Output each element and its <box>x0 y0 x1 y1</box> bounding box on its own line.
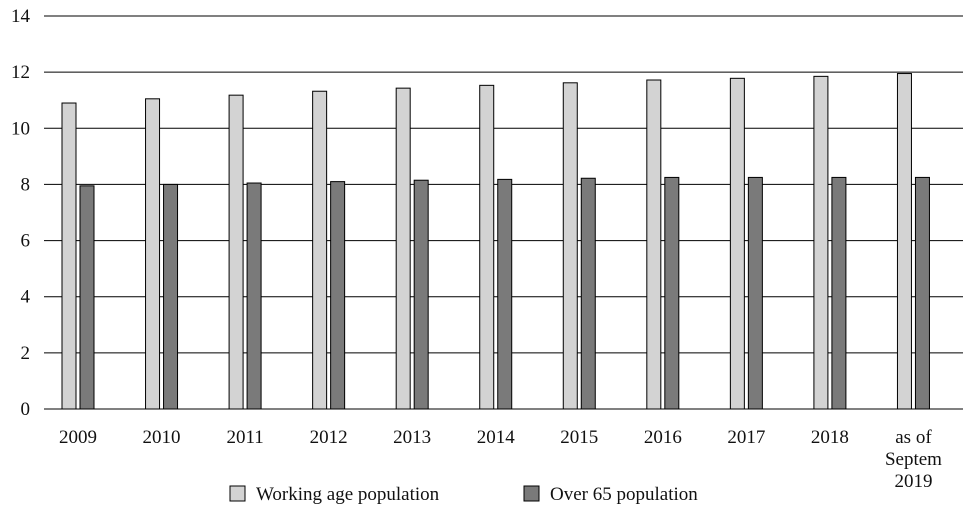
bar-over-65 <box>79 185 95 410</box>
bar-over-65 <box>831 176 847 410</box>
y-tick-label: 12 <box>11 62 30 83</box>
y-axis: 0 2 4 6 8 10 12 14 <box>11 6 31 420</box>
x-category-label: Septem <box>885 449 942 470</box>
y-tick-label: 14 <box>11 6 31 27</box>
legend-swatch <box>229 485 246 502</box>
bar-working-age <box>145 98 161 410</box>
legend: Working age population Over 65 population <box>229 484 698 505</box>
x-category-label: 2016 <box>644 427 682 448</box>
legend-label: Over 65 population <box>550 484 698 505</box>
x-category-label: 2019 <box>894 471 932 492</box>
x-category-label: 2015 <box>560 427 598 448</box>
bar-over-65 <box>580 177 596 410</box>
bar-working-age <box>312 90 328 410</box>
bar-working-age <box>896 73 912 410</box>
bar-over-65 <box>664 176 680 410</box>
x-category-label: 2013 <box>393 427 431 448</box>
x-axis: 2009 2010 2011 2012 2013 2014 2015 2016 2017 2018… <box>59 427 942 492</box>
bar-over-65 <box>914 176 930 410</box>
y-tick-label: 0 <box>21 399 31 420</box>
bar-over-65 <box>163 183 179 410</box>
y-tick-label: 8 <box>21 174 31 195</box>
x-category-label: 2010 <box>143 427 181 448</box>
y-tick-label: 4 <box>21 287 31 308</box>
bars <box>61 73 930 410</box>
x-category-label: 2018 <box>811 427 849 448</box>
bar-working-age <box>395 87 411 410</box>
x-category-label: 2011 <box>226 427 263 448</box>
bar-working-age <box>61 102 77 410</box>
x-category-label: as of <box>895 427 932 448</box>
bar-working-age <box>479 84 495 410</box>
y-tick-label: 10 <box>11 118 30 139</box>
x-category-label: 2017 <box>727 427 765 448</box>
legend-label: Working age population <box>256 484 440 505</box>
x-category-label: 2009 <box>59 427 97 448</box>
bar-working-age <box>646 79 662 410</box>
bar-working-age <box>729 77 745 410</box>
bar-over-65 <box>330 181 346 410</box>
bar-working-age <box>562 82 578 410</box>
x-category-label: 2012 <box>310 427 348 448</box>
y-tick-label: 2 <box>21 343 31 364</box>
bar-working-age <box>228 94 244 410</box>
x-category-label: 2014 <box>477 427 516 448</box>
bar-over-65 <box>497 178 513 410</box>
bar-over-65 <box>246 182 262 410</box>
legend-swatch <box>523 485 540 502</box>
y-tick-label: 6 <box>21 231 31 252</box>
bar-working-age <box>813 75 829 410</box>
bar-over-65 <box>413 179 429 410</box>
bar-over-65 <box>747 176 763 410</box>
